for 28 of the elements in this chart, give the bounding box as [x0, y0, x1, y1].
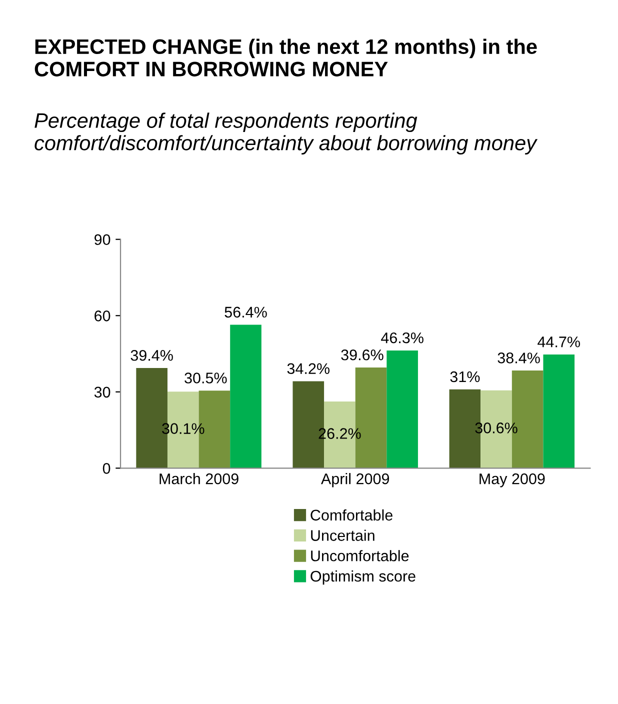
y-tick-label: 60 — [94, 310, 110, 322]
chart-title: EXPECTED CHANGE (in the next 12 months) in the COMFORT IN BORROWING MONEY — [34, 38, 537, 76]
data-label: 39.4% — [130, 350, 173, 361]
legend-label: Uncomfortable — [311, 550, 409, 562]
data-label: 30.5% — [184, 372, 227, 384]
data-label: 31% — [450, 371, 480, 382]
legend-label: Comfortable — [310, 509, 392, 521]
x-tick-label: March 2009 — [160, 473, 238, 484]
data-label: 56.4% — [224, 306, 267, 318]
legend-label: Uncertain — [311, 530, 374, 541]
chart-subtitle: Percentage of total respondents reporting comfort/discomfort/uncertainty about borrowing money — [34, 112, 538, 154]
data-label: 38.4% — [498, 352, 540, 364]
data-label: 39.6% — [341, 349, 384, 360]
x-tick-label: May 2009 — [480, 473, 545, 488]
data-label: 34.2% — [287, 363, 330, 374]
x-tick-label: April 2009 — [320, 473, 390, 488]
y-tick-label: 90 — [94, 234, 110, 246]
data-label: 30.6% — [475, 422, 518, 434]
bar — [230, 324, 262, 468]
data-label: 26.2% — [318, 428, 361, 439]
data-label: 46.3% — [381, 332, 424, 344]
y-tick-label: 0 — [102, 463, 110, 474]
bar — [386, 350, 418, 468]
data-label: 44.7% — [538, 336, 580, 348]
bar — [543, 354, 575, 468]
legend-label: Optimism score — [310, 570, 416, 585]
y-tick-label: 30 — [94, 386, 110, 398]
data-label: 30.1% — [162, 423, 204, 434]
